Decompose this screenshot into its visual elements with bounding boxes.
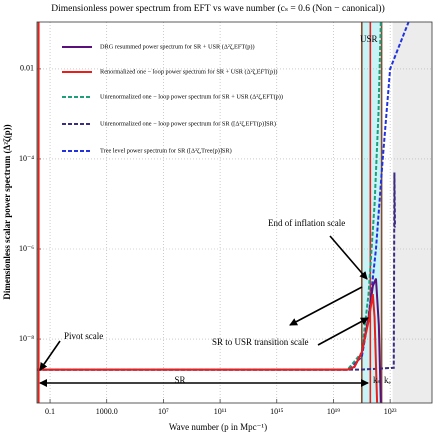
annotation: kₑ [384,375,392,385]
annotation: kₛ [373,375,381,385]
annotation: Pivot scale [64,331,103,341]
annotation: SR to USR transition scale [212,337,309,347]
shaded-region [392,22,432,403]
x-axis-label: Wave number (p in Mpc⁻¹) [169,422,267,432]
y-tick-label: 0.01 [20,64,34,73]
annotation: USR [360,34,378,44]
end-inflation-arrow [329,235,368,280]
legend-label: Unrenormalized one − loop power spectrum… [100,120,276,127]
x-tick-label: 1000.0 [96,407,118,416]
legend: DRG resummed power spectrum for SR + USR… [62,43,283,154]
annotations: Pivot scale End of inflation scale SR to U… [39,34,392,387]
series-line [37,22,382,371]
y-tick-label: 10⁻⁸ [19,334,34,343]
annotation: End of inflation scale [268,218,345,228]
legend-label: Unrenormalized one − loop power spectrum… [100,93,283,100]
chart-title: Dimensionless power spectrum from EFT vs… [51,3,385,14]
x-tick-label: 10¹⁹ [327,407,340,416]
annotation: SR [174,375,185,385]
background-layer [361,22,432,403]
plot-frame [36,21,433,404]
transition-arrow [289,286,363,326]
legend-label: Tree level power spectrum for SR ([Δ²ζ,T… [100,147,232,154]
y-tick-label: 10⁻⁴ [19,154,34,163]
x-tick-label: 0.1 [45,407,55,416]
transition-arrow [317,317,369,346]
shaded-region [361,22,382,403]
series-line [37,293,379,403]
x-tick-label: 10¹⁵ [270,407,283,416]
y-tick-label: 10⁻⁶ [19,244,34,253]
x-tick-label: 10⁷ [158,407,169,416]
x-tick-label: 10²³ [384,407,397,416]
pivot-arrow [39,340,61,371]
y-axis-label: Dimensionless scalar power spectrum (Δ²ζ… [2,124,12,299]
x-tick-label: 10¹¹ [214,407,227,416]
legend-label: Renormalized one − loop power spectrum f… [100,68,277,75]
legend-label: DRG resummed power spectrum for SR + USR… [100,43,255,50]
